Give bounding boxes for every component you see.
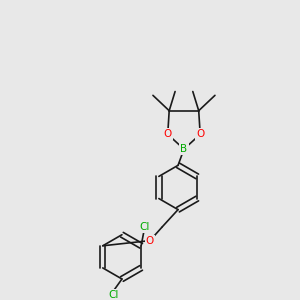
Text: O: O — [164, 129, 172, 139]
Text: Cl: Cl — [108, 290, 118, 300]
Text: O: O — [146, 236, 154, 246]
Text: Cl: Cl — [139, 222, 149, 232]
Text: O: O — [196, 129, 204, 139]
Text: B: B — [180, 144, 188, 154]
